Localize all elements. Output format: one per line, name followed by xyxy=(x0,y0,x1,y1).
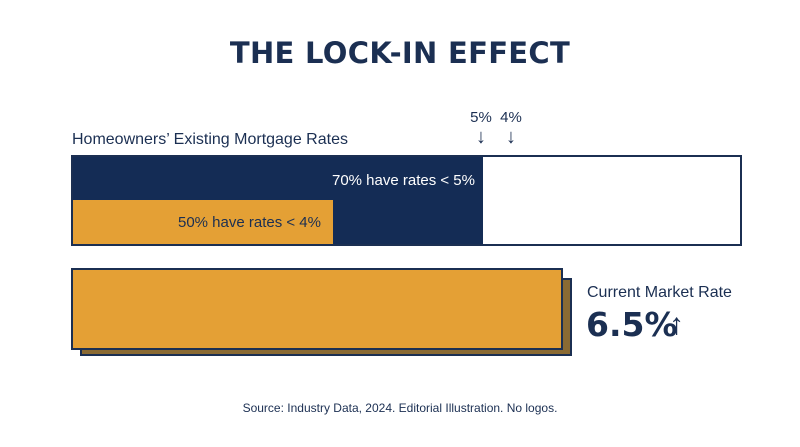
bar-under-5-label: 70% have rates < 5% xyxy=(331,172,475,189)
mortgage-rate-track: 70% have rates < 5% 50% have rates < 4% xyxy=(71,155,742,246)
down-arrow-icon: ↓ xyxy=(476,126,486,148)
current-rate-value: 6.5% xyxy=(586,305,678,344)
chart-subtitle: Homeowners’ Existing Mortgage Rates xyxy=(72,131,348,148)
marker-4-label: 4% xyxy=(500,109,522,126)
marker-5-label: 5% xyxy=(470,109,492,126)
marker-4-percent: 4% ↓ xyxy=(496,109,526,148)
down-arrow-icon: ↓ xyxy=(506,126,516,148)
up-arrow-icon: ↑ xyxy=(669,308,684,341)
current-rate-label: Current Market Rate xyxy=(587,284,732,301)
current-rate-bar xyxy=(71,268,563,350)
chart-title: THE LOCK-IN EFFECT xyxy=(229,36,571,70)
bar-under-4-percent: 50% have rates < 4% xyxy=(73,200,333,244)
bar-under-4-label: 50% have rates < 4% xyxy=(177,214,321,231)
marker-5-percent: 5% ↓ xyxy=(466,109,496,148)
source-note: Source: Industry Data, 2024. Editorial I… xyxy=(242,401,558,415)
